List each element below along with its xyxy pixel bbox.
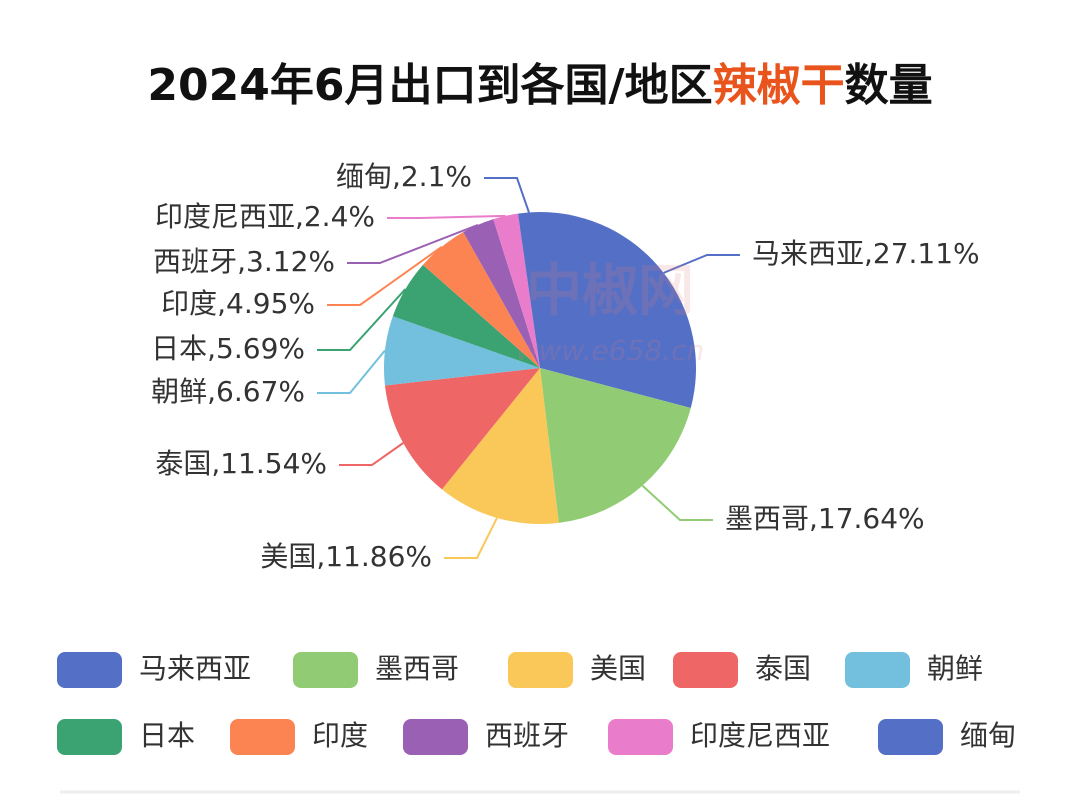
legend-swatch <box>673 652 738 688</box>
legend-swatch <box>230 719 295 755</box>
label-line <box>347 223 479 264</box>
legend-swatch <box>845 652 910 688</box>
data-label: 朝鲜,6.67% <box>151 375 305 408</box>
data-label: 马来西亚,27.11% <box>752 237 980 270</box>
data-label: 缅甸,2.1% <box>336 160 472 193</box>
data-label: 印度尼西亚,2.4% <box>155 200 375 233</box>
pie-slice <box>441 368 559 524</box>
pie-slice <box>392 264 540 368</box>
label-line <box>641 484 713 521</box>
label-line <box>317 288 407 351</box>
data-label: 日本,5.69% <box>151 332 305 365</box>
title-part: 2024年6月出口到各国/地区 <box>147 60 712 111</box>
legend-swatch <box>57 652 122 688</box>
legend-label: 印度 <box>312 719 368 752</box>
watermark: www.e658.cn <box>516 334 705 367</box>
title-part: 数量 <box>845 60 933 111</box>
legend-label: 墨西哥 <box>375 652 459 685</box>
legend-swatch <box>878 719 943 755</box>
label-line <box>387 214 506 219</box>
legend-swatch <box>57 719 122 755</box>
label-line <box>484 177 530 213</box>
pie-slice <box>517 212 540 368</box>
legend-label: 日本 <box>139 719 195 752</box>
pie-slice <box>422 232 540 368</box>
pie-slice <box>463 219 540 368</box>
title-highlight: 辣椒干 <box>713 60 845 111</box>
chart-title: 2024年6月出口到各国/地区辣椒干数量 <box>147 60 932 111</box>
legend-label: 美国 <box>590 652 646 685</box>
legend-label: 马来西亚 <box>139 652 251 685</box>
legend-label: 泰国 <box>755 652 811 685</box>
pie-slice <box>493 213 540 368</box>
label-line <box>444 517 498 559</box>
legend-label: 朝鲜 <box>927 652 983 685</box>
data-label: 泰国,11.54% <box>155 447 327 480</box>
label-line <box>327 246 443 306</box>
legend-swatch <box>508 652 573 688</box>
data-label: 印度,4.95% <box>161 287 315 320</box>
legend-swatch <box>293 652 358 688</box>
pie-slice <box>384 368 540 490</box>
pie-slice <box>540 368 691 523</box>
pie-slice <box>540 212 697 408</box>
legend-label: 印度尼西亚 <box>690 719 830 752</box>
data-label: 西班牙,3.12% <box>153 245 335 278</box>
legend-swatch <box>608 719 673 755</box>
label-line <box>663 254 740 274</box>
label-line <box>317 349 386 394</box>
label-line <box>339 442 404 466</box>
data-label: 墨西哥,17.64% <box>725 502 925 535</box>
legend-label: 缅甸 <box>960 719 1016 752</box>
legend-label: 西班牙 <box>485 719 569 752</box>
watermark: 中椒网 <box>526 259 694 324</box>
data-label: 美国,11.86% <box>260 540 432 573</box>
pie-slice <box>383 316 540 386</box>
legend-swatch <box>403 719 468 755</box>
